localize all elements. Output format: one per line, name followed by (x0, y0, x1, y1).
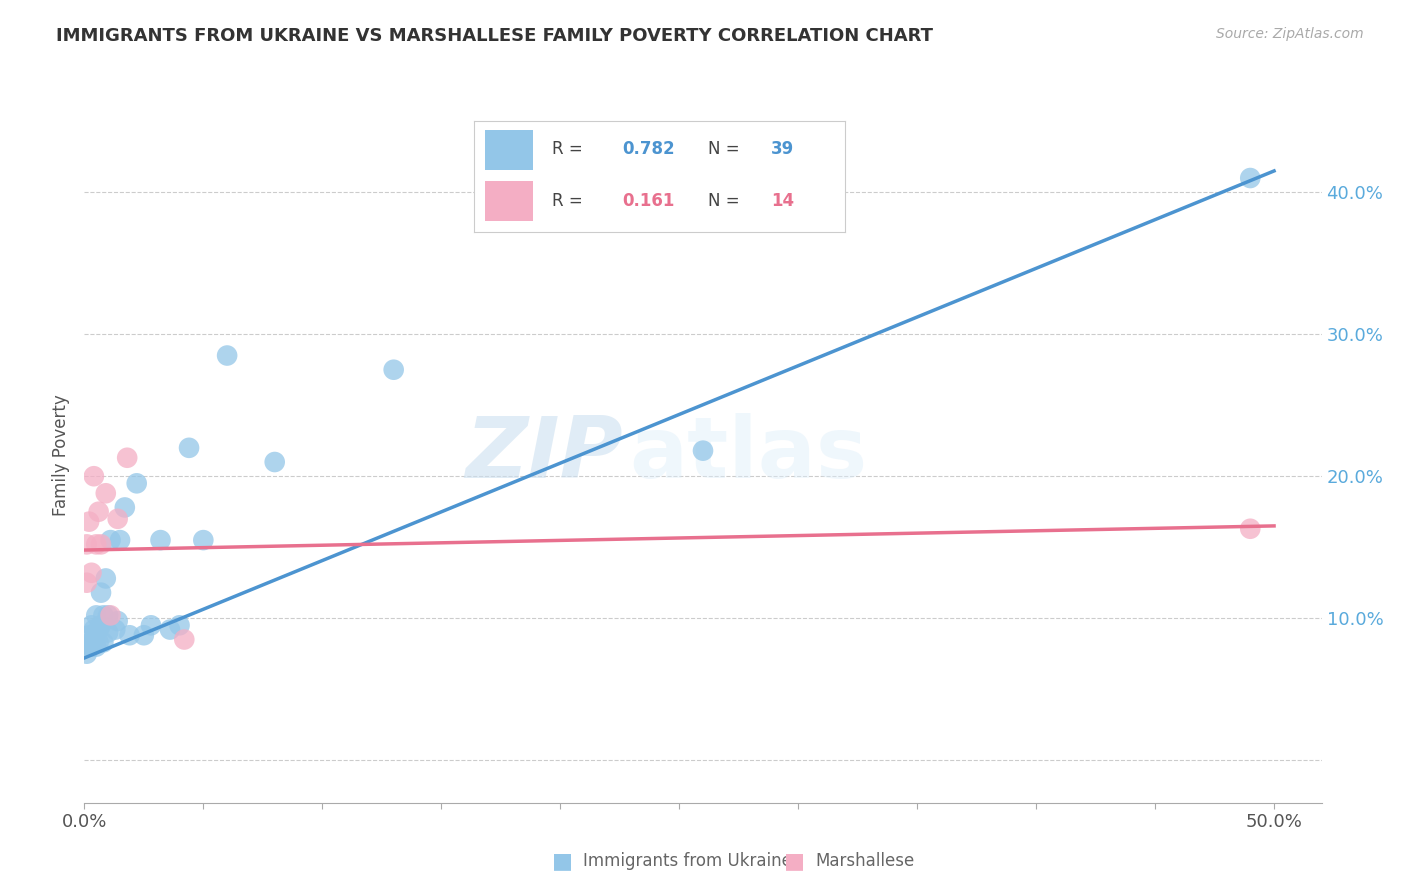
Point (108, 533, 131, 548)
Point (77, 640, 100, 654)
Text: atlas: atlas (628, 413, 868, 497)
Point (382, 362, 405, 376)
Point (114, 500, 136, 515)
Point (118, 628, 141, 642)
Point (159, 623, 181, 637)
Point (125, 476, 148, 491)
Point (83, 469, 105, 483)
Point (87, 635, 110, 649)
Point (177, 441, 200, 455)
Point (77, 628, 100, 642)
Point (107, 512, 129, 526)
Point (97, 608, 120, 623)
Point (97, 625, 120, 640)
Point (193, 533, 215, 548)
Point (93, 635, 115, 649)
Point (77, 515, 100, 529)
Point (1239, 171, 1261, 186)
Point (149, 533, 172, 548)
Point (107, 614, 129, 628)
Point (90, 537, 112, 551)
Point (94, 571, 117, 585)
Point (87, 505, 110, 519)
Point (76, 647, 98, 661)
Point (100, 533, 122, 548)
Point (87, 623, 110, 637)
Point (169, 618, 191, 632)
Point (80, 566, 103, 580)
Point (84, 537, 107, 551)
Text: ■: ■ (553, 851, 572, 871)
Y-axis label: Family Poverty: Family Poverty (52, 394, 70, 516)
Point (173, 632, 195, 647)
Point (115, 450, 138, 465)
Point (263, 455, 285, 469)
Text: Marshallese: Marshallese (815, 852, 915, 870)
Point (217, 349, 239, 363)
Point (139, 618, 162, 632)
Point (76, 637, 98, 651)
Point (692, 443, 714, 458)
Point (80, 640, 103, 654)
Point (93, 608, 115, 623)
Point (84, 625, 107, 640)
Point (90, 585, 112, 599)
Point (94, 486, 117, 500)
Point (76, 537, 98, 551)
Point (84, 640, 107, 654)
Point (104, 623, 127, 637)
Text: Immigrants from Ukraine: Immigrants from Ukraine (583, 852, 793, 870)
Point (100, 608, 122, 623)
Point (83, 632, 105, 647)
Point (76, 575, 98, 590)
Point (90, 618, 112, 632)
Point (132, 628, 155, 642)
Point (1239, 522, 1261, 536)
Point (80, 618, 103, 632)
Text: ZIP: ZIP (465, 413, 623, 497)
Text: ■: ■ (785, 851, 804, 871)
Text: Source: ZipAtlas.com: Source: ZipAtlas.com (1216, 27, 1364, 41)
Point (83, 623, 105, 637)
Text: IMMIGRANTS FROM UKRAINE VS MARSHALLESE FAMILY POVERTY CORRELATION CHART: IMMIGRANTS FROM UKRAINE VS MARSHALLESE F… (56, 27, 934, 45)
Point (84, 608, 107, 623)
